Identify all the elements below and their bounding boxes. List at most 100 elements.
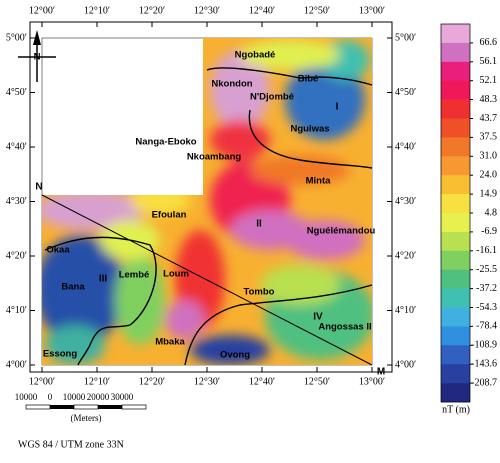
place-label: Nanga-Eboko xyxy=(135,137,196,148)
boundaries xyxy=(44,67,373,366)
lat-label: 4°00′ xyxy=(395,359,416,370)
colorbar-cell xyxy=(441,194,470,214)
lat-label: 4°20′ xyxy=(395,250,416,261)
lon-label: 12°00′ xyxy=(29,5,55,16)
colorbar-cell xyxy=(441,24,470,44)
lon-label: 12°50′ xyxy=(304,5,330,16)
scale-label: 20000 xyxy=(87,392,110,402)
colorbar-cell xyxy=(441,175,470,195)
place-label: Efoulan xyxy=(152,210,187,221)
colorbar-cell xyxy=(441,99,470,119)
colorbar-unit: nT (m) xyxy=(442,404,470,415)
colorbar-label: -37.2 xyxy=(476,283,497,294)
projection: WGS 84 / UTM zone 33N xyxy=(18,439,124,450)
place-label: Minta xyxy=(306,176,332,187)
colorbar-label: 31.0 xyxy=(480,151,498,162)
place-label: Tombo xyxy=(244,287,275,298)
colorbar-cell xyxy=(441,288,470,308)
zone-label: II xyxy=(256,219,262,230)
colorbar-label: -16.1 xyxy=(476,245,497,256)
lat-label: 4°40′ xyxy=(395,141,416,152)
colorbar-label: 43.7 xyxy=(480,113,498,124)
lon-label: 12°20′ xyxy=(139,5,165,16)
place-label: Loum xyxy=(163,269,189,280)
colorbar-cell xyxy=(441,345,470,365)
place-label: Angossas II xyxy=(318,322,371,333)
colorbar-label: 52.1 xyxy=(480,75,498,86)
colorbar-label: 37.5 xyxy=(480,132,498,143)
zone-label: I xyxy=(336,102,339,113)
lon-label: 12°30′ xyxy=(194,376,220,387)
colorbar-cell xyxy=(441,137,470,157)
place-label: Okaa xyxy=(46,245,70,256)
colorbar-cell xyxy=(441,269,470,289)
scale-label: 10000 xyxy=(15,392,38,402)
lon-label: 12°00′ xyxy=(29,376,55,387)
place-label: Mbaka xyxy=(155,337,185,348)
lat-label: 5°00′ xyxy=(395,32,416,43)
lon-label: 12°20′ xyxy=(139,376,165,387)
colorbar-label: -143.6 xyxy=(471,358,497,369)
lat-label: 4°50′ xyxy=(6,87,27,98)
colorbar-label: -54.3 xyxy=(476,302,497,313)
lon-label: 12°10′ xyxy=(84,5,110,16)
place-label: Nguélémandou xyxy=(307,226,376,237)
zone-label: IV xyxy=(313,312,323,323)
place-label: Essong xyxy=(43,349,78,360)
lat-label: 4°30′ xyxy=(6,196,27,207)
lon-label: 12°50′ xyxy=(304,376,330,387)
lat-label: 4°10′ xyxy=(395,305,416,316)
scale-label: 0 xyxy=(48,392,53,402)
colorbar-label: 14.9 xyxy=(480,188,498,199)
colorbar-cell xyxy=(441,118,470,138)
scale-label: 10000 xyxy=(63,392,86,402)
lat-label: 4°50′ xyxy=(395,87,416,98)
lon-label: 13°00′ xyxy=(359,5,385,16)
profile-end: M xyxy=(377,367,385,378)
lon-label: 12°10′ xyxy=(84,376,110,387)
profile-line xyxy=(41,194,373,366)
place-label: Nkondon xyxy=(211,79,252,90)
place-label: Ngobadé xyxy=(235,50,276,61)
colorbar-label: -25.5 xyxy=(476,264,497,275)
place-label: N'Djombé xyxy=(250,92,294,103)
colorbar-cell xyxy=(441,156,470,176)
lon-label: 12°40′ xyxy=(249,376,275,387)
colorbar-label: 24.0 xyxy=(480,169,498,180)
colorbar-cell xyxy=(441,326,470,346)
colorbar-label: -78.4 xyxy=(476,321,497,332)
place-label: Bibé xyxy=(298,74,319,85)
place-label: Bana xyxy=(61,282,85,293)
colorbar-cell xyxy=(441,307,470,327)
place-label: Nkoambang xyxy=(187,152,242,163)
lon-label: 12°40′ xyxy=(249,5,275,16)
colorbar-cell xyxy=(441,80,470,100)
lon-label: 13°00′ xyxy=(359,376,385,387)
lat-label: 4°20′ xyxy=(6,250,27,261)
colorbar-cell xyxy=(441,231,470,252)
lat-label: 4°30′ xyxy=(395,196,416,207)
lat-label: 4°10′ xyxy=(6,305,27,316)
north-label: N xyxy=(34,52,41,63)
scale-unit: (Meters) xyxy=(71,413,102,423)
colorbar-label: -208.7 xyxy=(471,377,497,388)
place-label: Lembé xyxy=(119,270,150,281)
profile-end: N xyxy=(35,182,42,193)
lat-label: 5°00′ xyxy=(6,32,27,43)
colorbar-label: 4.8 xyxy=(485,207,498,218)
place-label: Nguiwas xyxy=(290,124,329,135)
colorbar-label: 66.6 xyxy=(480,37,498,48)
colorbar-cell xyxy=(441,42,470,63)
colorbar-label: -6.9 xyxy=(481,226,497,237)
colorbar-label: -108.9 xyxy=(471,340,497,351)
colorbar-cell xyxy=(441,250,470,270)
colorbar-cell xyxy=(441,383,470,403)
lat-label: 4°00′ xyxy=(6,359,27,370)
place-label: Ovong xyxy=(220,350,250,361)
scale-bar xyxy=(25,404,147,410)
colorbar-cell xyxy=(441,213,470,233)
colorbar-cell xyxy=(441,61,470,81)
colorbar-label: 48.3 xyxy=(480,94,498,105)
